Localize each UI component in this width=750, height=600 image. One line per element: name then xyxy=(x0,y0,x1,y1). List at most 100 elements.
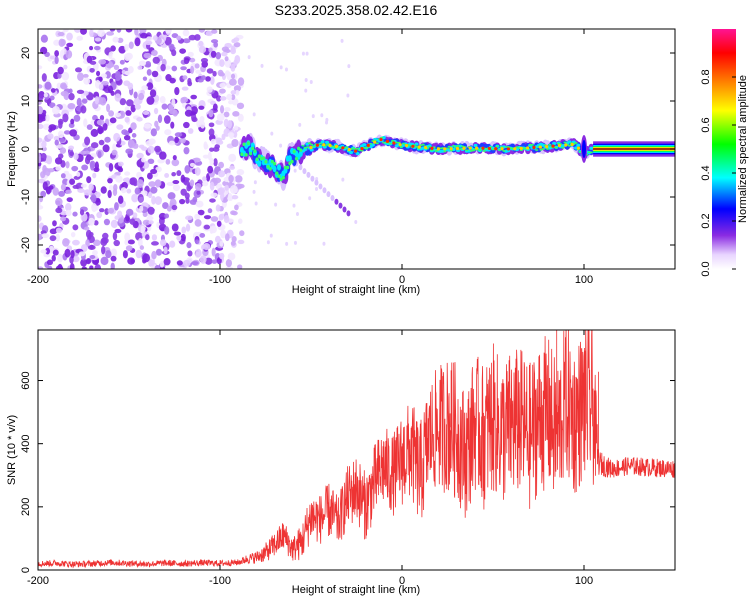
noise-blob xyxy=(172,155,177,161)
trace-blob xyxy=(375,142,379,145)
noise-blob xyxy=(210,76,215,85)
noise-blob xyxy=(151,241,159,246)
noise-blob xyxy=(43,92,48,98)
noise-blob xyxy=(160,63,166,72)
noise-blob xyxy=(231,194,239,200)
noise-blob xyxy=(152,35,158,41)
noise-blob xyxy=(98,59,107,65)
noise-blob xyxy=(211,39,219,44)
noise-blob xyxy=(59,137,65,143)
noise-blob xyxy=(108,110,115,117)
trace-blob xyxy=(276,164,281,171)
faint-blob xyxy=(304,78,308,83)
streak-blob xyxy=(322,187,327,194)
noise-blob xyxy=(66,197,73,203)
noise-blob xyxy=(207,151,212,161)
noise-blob xyxy=(69,129,78,137)
y-tick-label: 0 xyxy=(20,567,32,573)
noise-blob xyxy=(87,245,96,250)
noise-blob xyxy=(220,105,225,114)
noise-blob xyxy=(225,259,233,268)
noise-blob xyxy=(125,148,134,155)
noise-blob xyxy=(52,220,57,227)
noise-blob xyxy=(93,220,99,226)
spectrogram-x-ticks: -200 -100 0 100 xyxy=(27,29,593,286)
trace-peak xyxy=(347,147,351,152)
noise-blob xyxy=(107,177,113,184)
trace-blob xyxy=(576,143,581,147)
x-tick-label: 0 xyxy=(399,575,405,587)
noise-blob xyxy=(38,65,43,70)
trace-blob xyxy=(552,141,557,146)
noise-blob xyxy=(60,82,67,90)
trace-blob xyxy=(310,143,314,146)
noise-blob xyxy=(164,173,170,178)
colorbar-tick-label: 0.4 xyxy=(700,165,712,180)
noise-blob xyxy=(227,193,233,200)
trace-peak xyxy=(443,147,447,151)
noise-blob xyxy=(124,44,129,52)
faint-blob xyxy=(325,120,329,125)
trace-peak xyxy=(411,144,415,148)
noise-blob xyxy=(146,172,153,180)
trace-blob xyxy=(563,141,567,144)
trace-blob xyxy=(362,143,367,147)
noise-blob xyxy=(65,189,72,194)
noise-blob xyxy=(106,103,111,113)
noise-blob xyxy=(162,202,169,209)
noise-blob xyxy=(65,209,72,217)
faint-blob xyxy=(308,196,312,201)
noise-blob xyxy=(208,109,214,118)
trace-blob xyxy=(281,175,285,180)
y-tick-label: 10 xyxy=(20,95,32,107)
noise-blob xyxy=(182,259,191,267)
noise-blob xyxy=(141,157,146,163)
noise-blob xyxy=(72,184,79,189)
noise-blob xyxy=(231,98,239,106)
noise-blob xyxy=(171,49,177,57)
noise-blob xyxy=(150,186,158,194)
noise-blob xyxy=(181,96,189,103)
noise-blob xyxy=(134,187,141,195)
trace-peak xyxy=(430,146,434,150)
noise-blob xyxy=(38,156,42,164)
streak-blob xyxy=(342,206,347,213)
noise-blob xyxy=(48,124,57,131)
faint-blob xyxy=(260,63,264,68)
trace-blob xyxy=(541,148,545,150)
trace-blob xyxy=(458,148,462,151)
noise-blob xyxy=(38,137,43,143)
noise-blob xyxy=(150,168,158,175)
noise-blob xyxy=(231,138,239,148)
noise-blob xyxy=(172,184,181,192)
noise-blob xyxy=(212,103,218,111)
snr-y-ticks: 0 200 400 600 xyxy=(20,371,675,573)
noise-blob xyxy=(96,119,105,126)
noise-blob xyxy=(72,255,80,263)
noise-blob xyxy=(210,138,217,145)
x-tick-label: -100 xyxy=(209,274,231,286)
noise-blob xyxy=(63,130,71,135)
trace-peak xyxy=(315,143,319,147)
trace-peak xyxy=(417,145,421,149)
noise-blob xyxy=(189,57,196,63)
noise-blob xyxy=(181,86,189,91)
noise-blob xyxy=(155,248,163,256)
noise-blob xyxy=(136,152,144,159)
noise-blob xyxy=(60,173,66,179)
noise-blob xyxy=(228,153,237,163)
trace-peak xyxy=(468,146,472,150)
noise-blob xyxy=(180,188,187,196)
noise-blob xyxy=(182,38,191,44)
noise-blob xyxy=(190,65,195,74)
noise-blob xyxy=(200,57,209,63)
noise-blob xyxy=(165,29,172,34)
trace-peak xyxy=(392,141,396,145)
noise-blob xyxy=(168,104,174,111)
noise-blob xyxy=(187,250,193,257)
noise-blob xyxy=(106,63,115,68)
noise-blob xyxy=(53,39,61,46)
trace-blob xyxy=(253,149,257,154)
faint-blob xyxy=(293,168,297,173)
noise-blob xyxy=(184,165,191,174)
